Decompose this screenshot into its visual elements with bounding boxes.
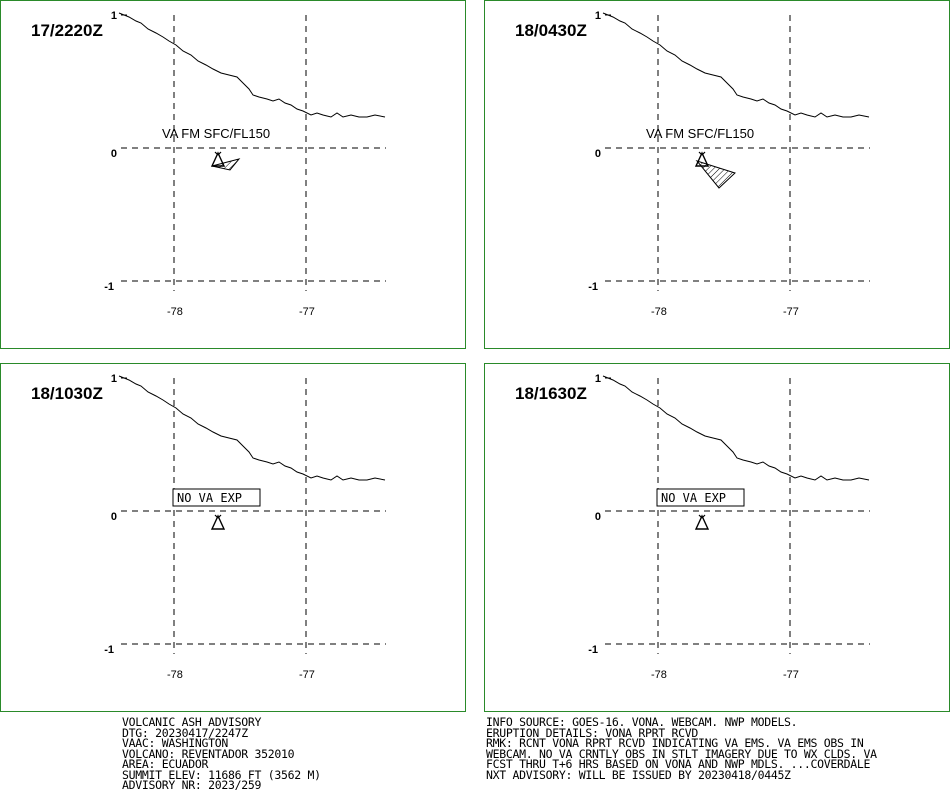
advisory-line: NXT ADVISORY: WILL BE ISSUED BY 20230418… xyxy=(486,767,791,782)
latitude-label: 0 xyxy=(595,511,601,523)
latitude-label: -1 xyxy=(588,281,598,293)
longitude-label: -77 xyxy=(299,669,315,681)
advisory-line: SUMMIT ELEV: 11686 FT (3562 M) xyxy=(122,767,321,782)
forecast-panel: 1 0 -1 -78 -77 NO VA EXP 18/1030Z xyxy=(0,363,466,712)
no-ash-label: NO VA EXP xyxy=(177,491,242,505)
latitude-label: 1 xyxy=(595,373,601,385)
panel-valid-time: 18/0430Z xyxy=(515,21,587,40)
latitude-label: 0 xyxy=(595,148,601,160)
advisory-header-block: VOLCANIC ASH ADVISORY DTG: 20230417/2247Z… xyxy=(122,717,321,791)
volcano-triangle-icon xyxy=(210,514,226,530)
advisory-line: ERUPTION DETAILS: VONA RPRT RCVD xyxy=(486,725,698,740)
no-ash-label-box xyxy=(656,488,745,507)
panel-map: 1 0 -1 -78 -77 NO VA EXP xyxy=(588,373,870,681)
latitude-label: -1 xyxy=(588,644,598,656)
ash-cloud-polygon xyxy=(695,160,736,189)
latitude-label: 0 xyxy=(111,148,117,160)
advisory-line: VOLCANIC ASH ADVISORY xyxy=(122,715,262,729)
coastline xyxy=(118,375,386,481)
longitude-label: -78 xyxy=(651,669,667,681)
advisory-line: VOLCANO: REVENTADOR 352010 xyxy=(122,746,295,761)
panel-map: 1 0 -1 -78 -77 VA FM SFC/FL150 xyxy=(104,10,386,318)
panel-valid-time: 18/1630Z xyxy=(515,384,587,403)
panel-map: 1 0 -1 -78 -77 VA FM SFC/FL150 xyxy=(588,10,870,318)
coastline xyxy=(602,375,870,481)
advisory-line: WEBCAM. NO VA CRNTLY OBS IN STLT IMAGERY… xyxy=(486,746,877,761)
advisory-line: AREA: ECUADOR xyxy=(122,757,209,771)
latitude-label: 1 xyxy=(111,373,117,385)
forecast-panel: 1 0 -1 -78 -77 NO VA EXP 18/1630Z xyxy=(484,363,950,712)
volcano-triangle-icon xyxy=(210,151,226,167)
forecast-panel: 1 0 -1 -78 -77 VA FM SFC/FL150 17/2220Z xyxy=(0,0,466,349)
latitude-label: 1 xyxy=(111,10,117,22)
volcano-triangle-icon xyxy=(694,514,710,530)
coastline xyxy=(118,12,386,118)
panel-valid-time: 18/1030Z xyxy=(31,384,103,403)
advisory-line: INFO SOURCE: GOES-16. VONA. WEBCAM. NWP … xyxy=(486,715,798,729)
latitude-label: 1 xyxy=(595,10,601,22)
ash-height-label: VA FM SFC/FL150 xyxy=(162,126,270,141)
longitude-label: -77 xyxy=(783,306,799,318)
advisory-line: FCST THRU T+6 HRS BASED ON VONA AND NWP … xyxy=(486,757,871,771)
advisory-remarks-block: INFO SOURCE: GOES-16. VONA. WEBCAM. NWP … xyxy=(486,717,877,780)
latitude-label: 0 xyxy=(111,511,117,523)
no-ash-label: NO VA EXP xyxy=(661,491,726,505)
longitude-label: -77 xyxy=(299,306,315,318)
latitude-label: -1 xyxy=(104,281,114,293)
coastline xyxy=(602,12,870,118)
longitude-label: -78 xyxy=(167,306,183,318)
advisory-line: RMK: RCNT VONA RPRT RCVD INDICATING VA E… xyxy=(486,736,864,750)
forecast-panel: 1 0 -1 -78 -77 VA FM SFC/FL150 18/0430Z xyxy=(484,0,950,349)
no-ash-label-box xyxy=(172,488,261,507)
panel-map: 1 0 -1 -78 -77 NO VA EXP xyxy=(104,373,386,681)
panel-valid-time: 17/2220Z xyxy=(31,21,103,40)
advisory-line: VAAC: WASHINGTON xyxy=(122,736,228,750)
ash-cloud-polygon xyxy=(211,158,241,171)
volcano-triangle-icon xyxy=(694,151,710,167)
ash-height-label: VA FM SFC/FL150 xyxy=(646,126,754,141)
longitude-label: -78 xyxy=(651,306,667,318)
latitude-label: -1 xyxy=(104,644,114,656)
advisory-line: ADVISORY NR: 2023/259 xyxy=(122,778,262,792)
longitude-label: -77 xyxy=(783,669,799,681)
advisory-line: DTG: 20230417/2247Z xyxy=(122,725,248,740)
longitude-label: -78 xyxy=(167,669,183,681)
